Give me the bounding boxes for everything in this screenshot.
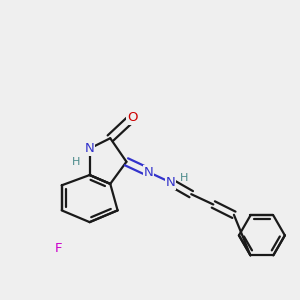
- Text: F: F: [55, 242, 62, 255]
- Text: N: N: [85, 142, 94, 155]
- Text: H: H: [72, 157, 81, 167]
- Text: O: O: [127, 111, 138, 124]
- Text: H: H: [180, 173, 188, 183]
- Text: N: N: [166, 176, 176, 189]
- Text: N: N: [144, 166, 153, 178]
